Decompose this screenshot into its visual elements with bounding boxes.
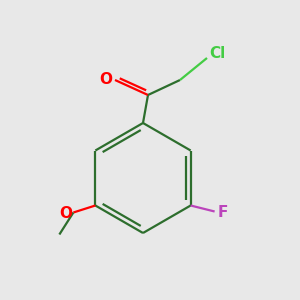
Text: Cl: Cl — [209, 46, 225, 62]
Text: O: O — [59, 206, 72, 221]
Text: O: O — [100, 71, 112, 86]
Text: F: F — [218, 205, 228, 220]
